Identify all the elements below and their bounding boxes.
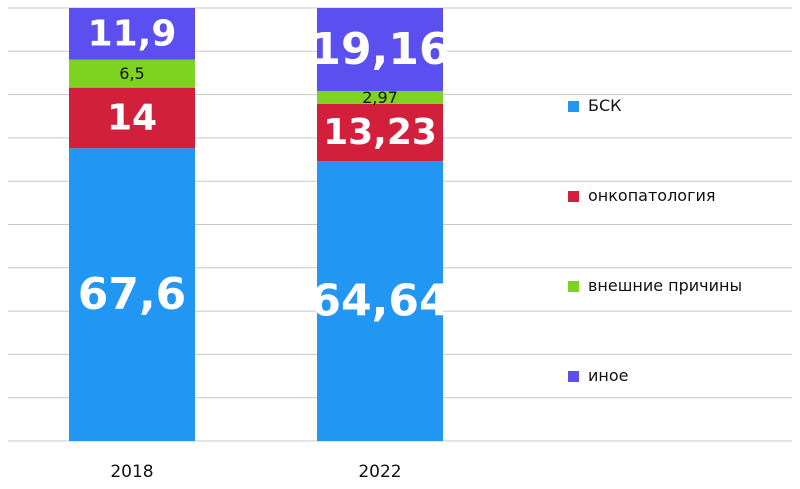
legend-label: внешние причины <box>588 276 743 295</box>
bar-segment <box>317 90 443 104</box>
legend-label: иное <box>588 366 629 385</box>
bar-segment <box>69 59 195 88</box>
data-label: 14 <box>107 97 157 138</box>
data-label: 64,64 <box>310 276 449 327</box>
data-label: 19,16 <box>310 24 449 75</box>
legend-label: БСК <box>588 96 622 115</box>
x-tick-label: 2022 <box>358 462 401 482</box>
legend-swatch <box>568 371 579 382</box>
legend-label: онкопатология <box>588 186 716 205</box>
legend-swatch <box>568 281 579 292</box>
x-tick-label: 2018 <box>110 462 153 482</box>
bar-segment <box>69 148 195 442</box>
data-label: 13,23 <box>323 112 437 153</box>
legend-swatch <box>568 191 579 202</box>
legend-item: онкопатология <box>568 186 716 205</box>
legend-item: иное <box>568 366 629 385</box>
bar-segment <box>69 8 195 60</box>
bar-segment <box>317 8 443 91</box>
legend-item: внешние причины <box>568 276 742 295</box>
bar-segment <box>317 103 443 162</box>
legend-swatch <box>568 101 579 112</box>
legend-item: БСК <box>568 96 622 115</box>
bar-segment <box>69 87 195 149</box>
bar-segment <box>317 161 443 441</box>
data-label: 6,5 <box>119 64 144 83</box>
data-label: 67,6 <box>78 269 187 320</box>
data-label: 2,97 <box>362 88 398 107</box>
data-label: 11,9 <box>88 13 177 54</box>
